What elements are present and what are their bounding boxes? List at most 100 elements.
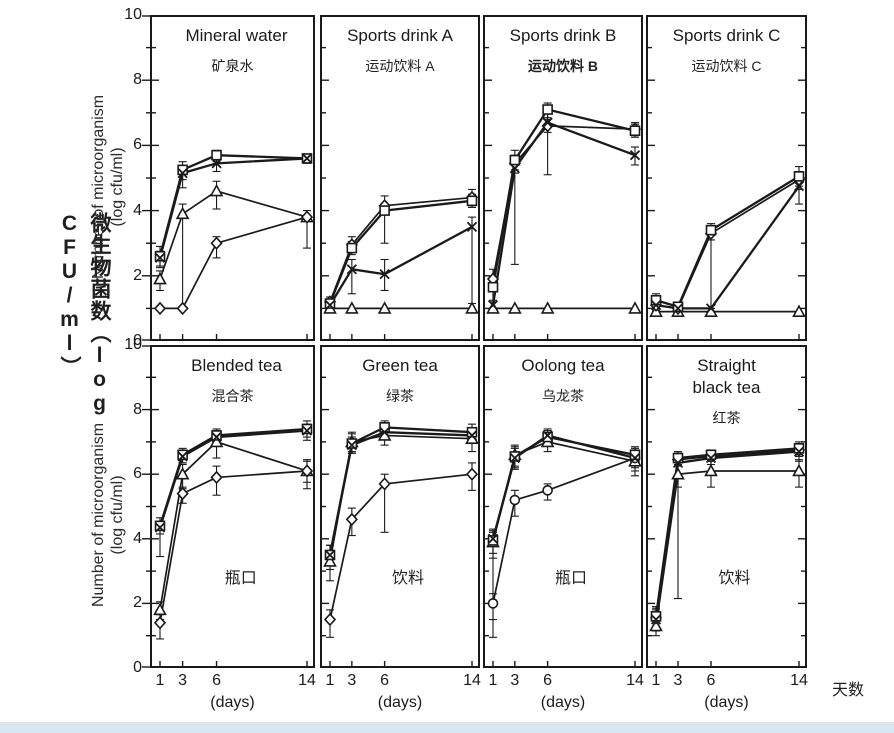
series-line-square — [655, 175, 800, 309]
panel-subtitle-chinese: 红茶 — [713, 410, 741, 426]
series-line-diamond — [655, 178, 800, 310]
series-markers-diamond — [153, 464, 314, 630]
y-axis-label-line1: Number of microorganism — [90, 94, 107, 280]
panel-subtitle-chinese: 运动饮料 B — [528, 58, 598, 74]
series-markers-cross — [154, 153, 313, 264]
series-line-triangle — [329, 434, 473, 562]
series-line-cross — [158, 157, 308, 259]
x-axis-unit: (days) — [704, 694, 749, 711]
panel-title: Straight — [697, 356, 756, 375]
panel-title: Green tea — [362, 356, 438, 375]
x-tick-label: 6 — [380, 672, 390, 689]
panel-sports-drink-b: Sports drink B 运动饮料 B — [483, 15, 643, 341]
x-tick-label: 1 — [325, 672, 335, 689]
series-markers-triangle — [153, 183, 314, 285]
series-markers-diamond — [486, 119, 642, 286]
panel-title: Sports drink B — [510, 26, 617, 45]
series-line-cross — [491, 434, 636, 540]
x-tick-label: 6 — [706, 672, 716, 689]
y-tick-label: 2 — [133, 594, 142, 612]
panel-sports-drink-c: Sports drink C 运动饮料 C — [646, 15, 807, 341]
x-tick-label: 3 — [347, 672, 357, 689]
series-markers-cross — [650, 446, 805, 625]
series-line-diamond — [160, 216, 308, 310]
series-line-cross — [328, 431, 473, 556]
series-line-triangle — [159, 440, 308, 610]
panel-sports-drink-a: Sports drink A 运动饮料 A — [320, 15, 480, 341]
series-markers-square — [154, 423, 313, 532]
series-line-cross — [491, 121, 636, 306]
series-markers-square — [650, 171, 805, 313]
panel-subtitle-chinese: 运动饮料 C — [692, 58, 762, 74]
panel-blended-tea: Blended tea 混合茶 瓶口 — [150, 345, 315, 668]
y-tick-label: 8 — [133, 71, 142, 89]
chart-mineral-water: Mineral water 矿泉水 — [150, 15, 315, 341]
series-markers-square — [487, 104, 641, 293]
y-tick-label: 4 — [133, 201, 142, 219]
x-tick-label: 3 — [510, 672, 520, 689]
series-markers-triangle — [153, 434, 314, 616]
series-markers-cross — [487, 430, 641, 544]
y-tick-label: 10 — [124, 336, 142, 353]
series-markers-square — [154, 149, 313, 262]
series-line-triangle — [159, 190, 308, 280]
series-markers-cross — [154, 425, 313, 533]
series-line-cross — [654, 450, 800, 620]
series-line-diamond — [159, 470, 308, 623]
panel-title: Sports drink A — [347, 26, 453, 45]
panel-green-tea: Green tea 绿茶 饮料 — [320, 345, 480, 668]
x-tick-label: 6 — [543, 672, 553, 689]
y-tick-label: 0 — [133, 659, 142, 676]
x-axis-green-tea: 1 3 6 14 (days) — [320, 672, 481, 718]
series-markers-triangle — [649, 463, 806, 632]
y-tick-label: 8 — [133, 400, 142, 418]
x-axis-unit: (days) — [377, 694, 423, 711]
panel-annotation: 瓶口 — [225, 569, 257, 587]
x-tick-label: 3 — [178, 672, 188, 689]
series-line-cross — [329, 225, 473, 306]
error-bar — [347, 258, 356, 295]
panel-title: Mineral water — [185, 26, 287, 45]
y-tick-label: 6 — [133, 136, 142, 154]
x-tick-label: 14 — [790, 672, 808, 689]
x-axis-label-chinese: 天数 — [832, 682, 865, 699]
x-tick-label: 14 — [298, 672, 316, 689]
y-tick-label: 0 — [133, 332, 142, 349]
chart-sports-drink-a: Sports drink A 运动饮料 A — [320, 15, 480, 341]
series-line-circle — [492, 457, 636, 604]
panel-straight-black-tea: Straight black tea 红茶 饮料 — [646, 345, 807, 668]
panel-title: Sports drink C — [673, 26, 781, 45]
panel-annotation: 瓶口 — [555, 569, 587, 587]
panel-title: Blended tea — [191, 356, 282, 375]
y-tick-label: 6 — [133, 465, 142, 483]
x-tick-label: 1 — [651, 672, 661, 689]
y-tick-label: 10 — [124, 6, 142, 23]
series-markers-triangle — [323, 301, 479, 314]
series-markers-diamond — [153, 210, 314, 316]
panel-subtitle-chinese: 矿泉水 — [212, 58, 254, 74]
x-tick-label: 1 — [488, 672, 498, 689]
series-line-cross — [158, 429, 308, 528]
series-line-diamond — [329, 473, 473, 620]
series-markers-cross — [324, 221, 478, 311]
panel-oolong-tea: Oolong tea 乌龙茶瓶口 — [483, 345, 643, 668]
x-tick-label: 14 — [626, 672, 644, 689]
panel-title: Oolong tea — [521, 356, 605, 375]
panel-annotation: 饮料 — [392, 569, 424, 587]
series-markers-cross — [487, 117, 641, 311]
x-axis-unit: (days) — [210, 694, 255, 711]
panel-title: black tea — [692, 378, 761, 397]
x-tick-label: 1 — [155, 672, 165, 689]
y-tick-label: 2 — [133, 266, 142, 284]
series-line-square — [328, 199, 473, 304]
panel-subtitle-chinese: 乌龙茶 — [542, 388, 584, 404]
x-tick-label: 6 — [212, 672, 221, 689]
y-tick-label: 4 — [133, 529, 142, 547]
panel-mineral-water: Mineral water 矿泉水 — [150, 15, 315, 341]
y-axis-label-chinese: 微生物菌数（log CFU/ml） — [58, 212, 111, 416]
